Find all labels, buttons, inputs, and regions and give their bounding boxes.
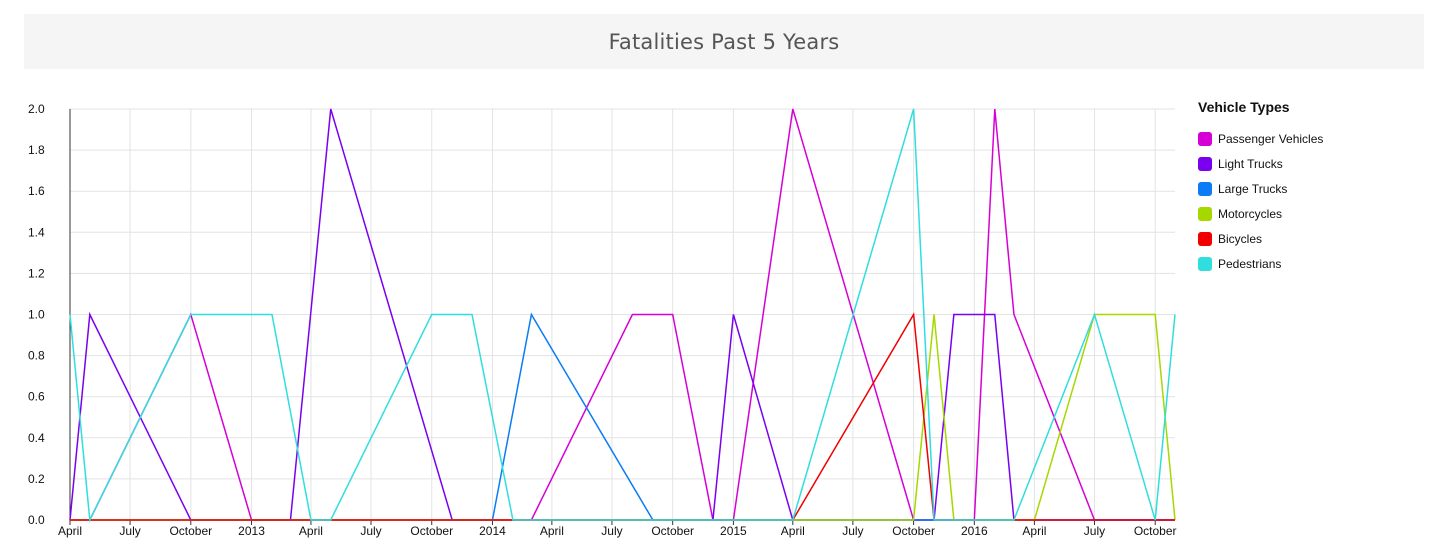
legend-items: Passenger Vehicles Light Trucks Large Truc… <box>1198 126 1428 276</box>
chart-title-bar: Fatalities Past 5 Years <box>24 14 1424 69</box>
legend-item[interactable]: Passenger Vehicles <box>1198 126 1428 151</box>
y-tick-label: 2.0 <box>28 102 45 116</box>
y-tick-label: 1.2 <box>28 266 45 280</box>
legend-label: Large Trucks <box>1218 181 1288 196</box>
y-tick-label: 0.2 <box>28 472 45 486</box>
x-tick-label: October <box>651 524 694 538</box>
y-tick-label: 1.0 <box>28 308 45 322</box>
x-tick-label: July <box>360 524 381 538</box>
legend-item[interactable]: Large Trucks <box>1198 176 1428 201</box>
x-tick-label: April <box>781 524 805 538</box>
legend-swatch <box>1198 181 1212 196</box>
y-tick-label: 0.4 <box>28 431 45 445</box>
x-tick-label: April <box>299 524 323 538</box>
legend-item[interactable]: Pedestrians <box>1198 251 1428 276</box>
x-tick-label: 2014 <box>479 524 506 538</box>
legend-swatch <box>1198 231 1212 246</box>
legend-label: Light Trucks <box>1218 156 1283 171</box>
legend-item[interactable]: Motorcycles <box>1198 201 1428 226</box>
legend-label: Passenger Vehicles <box>1218 131 1324 146</box>
legend-label: Motorcycles <box>1218 206 1283 221</box>
legend-item[interactable]: Light Trucks <box>1198 151 1428 176</box>
legend-swatch <box>1198 131 1212 146</box>
x-tick-label: April <box>540 524 564 538</box>
y-tick-label: 0.8 <box>28 349 45 363</box>
x-tick-label: 2015 <box>720 524 747 538</box>
x-tick-label: July <box>842 524 863 538</box>
x-tick-label: April <box>58 524 82 538</box>
y-tick-label: 0.0 <box>28 513 45 527</box>
x-tick-label: 2016 <box>961 524 988 538</box>
legend-label: Pedestrians <box>1218 256 1282 271</box>
x-tick-label: 2013 <box>238 524 265 538</box>
x-tick-label: July <box>1084 524 1105 538</box>
chart-title: Fatalities Past 5 Years <box>608 29 840 54</box>
series-line-motorcycles <box>70 313 1176 521</box>
legend-label: Bicycles <box>1218 231 1263 246</box>
x-tick-label: October <box>892 524 935 538</box>
legend-swatch <box>1198 206 1212 221</box>
x-tick-label: October <box>1134 524 1177 538</box>
legend-title: Vehicle Types <box>1198 99 1290 115</box>
y-tick-label: 1.4 <box>28 225 45 239</box>
series-line-bicycles <box>70 312 1175 521</box>
legend-swatch <box>1198 256 1212 271</box>
y-tick-label: 0.6 <box>28 390 45 404</box>
x-tick-label: July <box>601 524 622 538</box>
chart-series <box>69 108 1176 523</box>
chart-legend: Vehicle Types Passenger Vehicles Light Tr… <box>1198 99 1428 276</box>
x-tick-label: April <box>1022 524 1046 538</box>
y-tick-label: 1.8 <box>28 143 45 157</box>
series-line-pedestrians <box>69 108 1176 523</box>
x-tick-label: July <box>119 524 140 538</box>
x-tick-label: October <box>410 524 453 538</box>
legend-item[interactable]: Bicycles <box>1198 226 1428 251</box>
legend-swatch <box>1198 156 1212 171</box>
chart-tick-labels: 0.0 0.2 0.4 0.6 0.8 1.0 1.2 1.4 1.6 1.8 2.0 April Ju… <box>28 102 1177 538</box>
x-tick-label: October <box>169 524 212 538</box>
series-line-large-trucks <box>70 312 1175 521</box>
y-tick-label: 1.6 <box>28 184 45 198</box>
